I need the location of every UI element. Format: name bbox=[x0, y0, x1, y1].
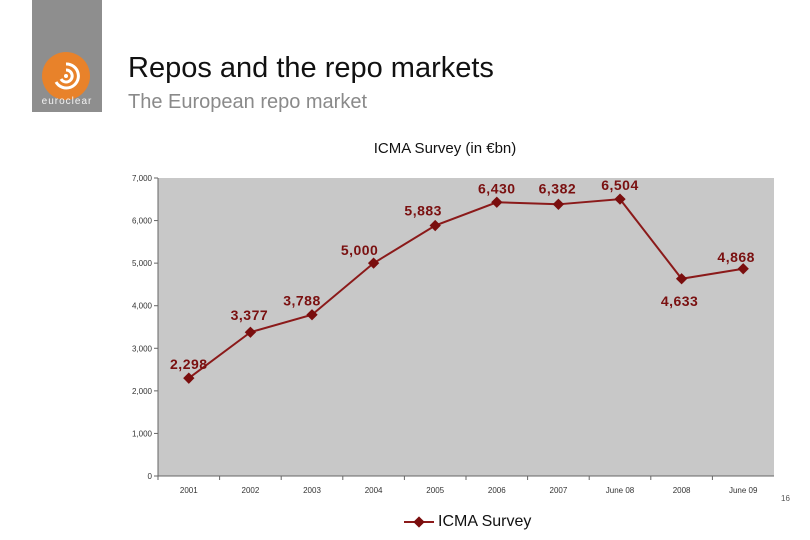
data-point bbox=[244, 326, 257, 338]
x-tick-label: June 09 bbox=[729, 486, 758, 495]
page-title: Repos and the repo markets bbox=[128, 52, 494, 84]
page-number: 16 bbox=[781, 494, 790, 503]
y-tick-label: 1,000 bbox=[132, 429, 153, 438]
x-tick-label: 2006 bbox=[488, 486, 506, 495]
y-tick-label: 7,000 bbox=[132, 174, 153, 183]
data-point bbox=[367, 257, 380, 269]
page-subtitle: The European repo market bbox=[128, 91, 368, 113]
data-point bbox=[306, 309, 318, 321]
logo-swirl-icon bbox=[42, 52, 90, 100]
x-tick-label: 2002 bbox=[242, 486, 260, 495]
data-label: 2,298 bbox=[170, 356, 208, 372]
data-point bbox=[675, 273, 688, 285]
y-tick-label: 3,000 bbox=[132, 344, 153, 353]
data-label: 6,430 bbox=[478, 180, 516, 196]
chart-title: ICMA Survey (in €bn) bbox=[373, 140, 517, 157]
data-label: 5,883 bbox=[404, 203, 442, 219]
x-tick-label: 2003 bbox=[303, 486, 321, 495]
y-tick-label: 4,000 bbox=[132, 302, 153, 311]
data-label: 4,868 bbox=[717, 249, 755, 265]
data-label: 5,000 bbox=[341, 242, 379, 258]
data-point bbox=[491, 196, 503, 208]
x-tick-label: 2001 bbox=[180, 486, 198, 495]
legend-label: ICMA Survey bbox=[438, 513, 532, 530]
legend-marker-icon bbox=[404, 516, 434, 528]
y-tick-label: 5,000 bbox=[132, 259, 153, 268]
data-label: 6,382 bbox=[539, 180, 577, 196]
y-tick-label: 6,000 bbox=[132, 217, 153, 226]
x-tick-label: June 08 bbox=[606, 486, 635, 495]
logo-text: euroclear bbox=[41, 96, 93, 107]
data-point bbox=[737, 263, 749, 275]
chart-legend: ICMA Survey bbox=[404, 512, 531, 532]
x-tick-label: 2005 bbox=[426, 486, 444, 495]
data-point bbox=[183, 372, 195, 384]
series-line bbox=[188, 198, 744, 379]
data-point bbox=[429, 219, 441, 232]
data-label: 6,504 bbox=[601, 177, 639, 193]
data-point bbox=[552, 198, 565, 210]
plot-area bbox=[158, 178, 774, 476]
x-tick-label: 2004 bbox=[365, 486, 383, 495]
y-tick-label: 0 bbox=[148, 472, 153, 481]
data-label: 3,377 bbox=[231, 307, 269, 323]
x-tick-label: 2007 bbox=[550, 486, 568, 495]
data-label: 4,633 bbox=[661, 293, 699, 309]
y-tick-label: 2,000 bbox=[132, 387, 153, 396]
data-label: 3,788 bbox=[283, 293, 321, 309]
data-point bbox=[614, 193, 626, 205]
euroclear-logo: euroclear bbox=[32, 0, 102, 112]
x-tick-label: 2008 bbox=[673, 486, 691, 495]
